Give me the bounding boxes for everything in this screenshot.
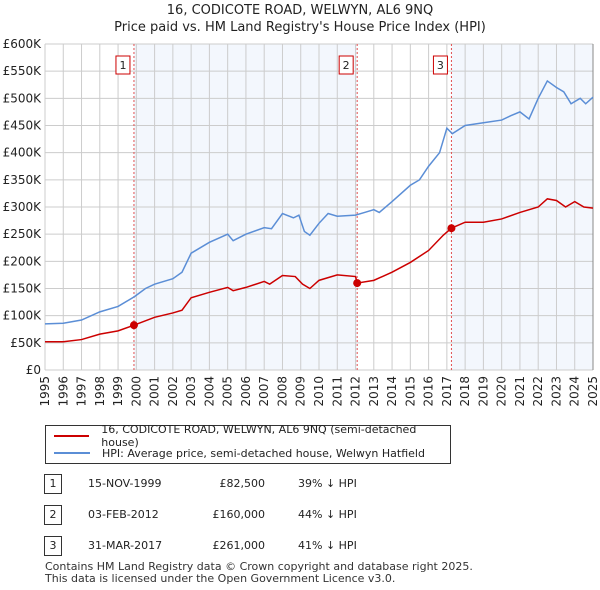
y-tick-label: £200K	[3, 254, 43, 268]
x-tick-label: 1995	[38, 376, 52, 407]
x-tick-label: 2011	[330, 376, 344, 407]
hpi-line	[44, 79, 594, 325]
x-tick-label: 2013	[367, 376, 381, 407]
hpi-diff: 39% ↓ HPI	[298, 477, 357, 490]
y-tick-label: £550K	[3, 64, 43, 78]
x-tick-label: 2005	[221, 376, 235, 407]
x-tick-label: 2000	[129, 376, 143, 407]
y-tick-label: £0	[26, 363, 41, 377]
hpi-diff: 41% ↓ HPI	[298, 539, 357, 552]
x-tick-label: 2025	[586, 376, 600, 407]
chart-plot: £0 £50K £100K £150K £200K £250K £300K £350K £400…	[3, 37, 600, 407]
x-tick-label: 2009	[294, 376, 308, 407]
sale-date: 15-NOV-1999	[88, 477, 162, 490]
sale-price: £261,000	[212, 539, 266, 552]
x-tick-label: 2003	[184, 376, 198, 407]
sale-date: 03-FEB-2012	[88, 508, 159, 521]
legend-swatch-red	[54, 435, 90, 437]
sale-number: 1	[44, 474, 62, 494]
y-tick-label: £300K	[3, 200, 43, 214]
sale-marker-label: 2	[343, 59, 350, 72]
x-tick-label: 2020	[495, 376, 509, 407]
y-tick-label: £600K	[3, 37, 43, 51]
x-tick-label: 2007	[257, 376, 271, 407]
y-tick-label: £400K	[3, 146, 43, 160]
y-tick-label: £50K	[10, 336, 42, 350]
sale-marker-box	[338, 55, 354, 75]
legend-item-property: 16, CODICOTE ROAD, WELWYN, AL6 9NQ (semi…	[54, 423, 450, 449]
x-tick-label: 2019	[476, 376, 490, 407]
sale-date: 31-MAR-2017	[88, 539, 163, 552]
x-tick-label: 2006	[239, 376, 253, 407]
sale-marker-box	[432, 55, 448, 75]
sale-price: £82,500	[219, 477, 266, 490]
y-tick-label: £500K	[3, 91, 43, 105]
x-tick-label: 2017	[440, 376, 454, 407]
x-tick-label: 2021	[513, 376, 527, 407]
sale-number: 2	[44, 505, 62, 525]
x-tick-label: 2004	[202, 376, 216, 407]
x-tick-label: 2008	[275, 376, 289, 407]
y-tick-label: £350K	[3, 173, 43, 187]
hpi-diff: 44% ↓ HPI	[298, 508, 357, 521]
footer-licence: This data is licensed under the Open Gov…	[45, 572, 396, 585]
x-tick-label: 2018	[458, 376, 472, 407]
x-tick-label: 1999	[111, 376, 125, 407]
x-tick-label: 2024	[568, 376, 582, 407]
x-tick-label: 2014	[385, 376, 399, 407]
x-tick-label: 1997	[75, 376, 89, 407]
sale-marker-label: 3	[437, 59, 444, 72]
x-tick-label: 2015	[403, 376, 417, 407]
x-tick-label: 2023	[549, 376, 563, 407]
y-tick-label: £100K	[3, 309, 43, 323]
y-tick-label: £250K	[3, 227, 43, 241]
legend-label: HPI: Average price, semi-detached house,…	[102, 446, 425, 460]
x-tick-label: 2022	[531, 376, 545, 407]
y-tick-label: £450K	[3, 119, 43, 133]
sale-point	[447, 224, 456, 233]
sale-marker-label: 1	[119, 59, 126, 72]
y-tick-label: £150K	[3, 282, 43, 296]
x-tick-label: 1998	[93, 376, 107, 407]
legend-label: 16, CODICOTE ROAD, WELWYN, AL6 9NQ (semi…	[101, 423, 417, 449]
chart-title: 16, CODICOTE ROAD, WELWYN, AL6 9NQ	[166, 3, 434, 18]
chart-subtitle: Price paid vs. HM Land Registry's House …	[114, 20, 486, 35]
sale-number: 3	[44, 536, 62, 556]
x-tick-label: 2002	[166, 376, 180, 407]
sale-point	[129, 321, 138, 330]
price-line	[45, 198, 594, 343]
legend-item-hpi: HPI: Average price, semi-detached house,…	[54, 445, 425, 461]
sale-point	[353, 279, 362, 288]
x-tick-label: 1996	[56, 376, 70, 407]
sale-price: £160,000	[212, 508, 266, 521]
x-tick-label: 2001	[148, 376, 162, 407]
legend-swatch-blue	[54, 452, 90, 454]
x-tick-label: 2016	[422, 376, 436, 407]
footer-copyright: Contains HM Land Registry data © Crown c…	[45, 560, 473, 573]
x-tick-label: 2010	[312, 376, 326, 407]
legend: 16, CODICOTE ROAD, WELWYN, AL6 9NQ (semi…	[45, 423, 451, 464]
sale-marker-box	[115, 55, 131, 75]
x-tick-label: 2012	[349, 376, 363, 407]
